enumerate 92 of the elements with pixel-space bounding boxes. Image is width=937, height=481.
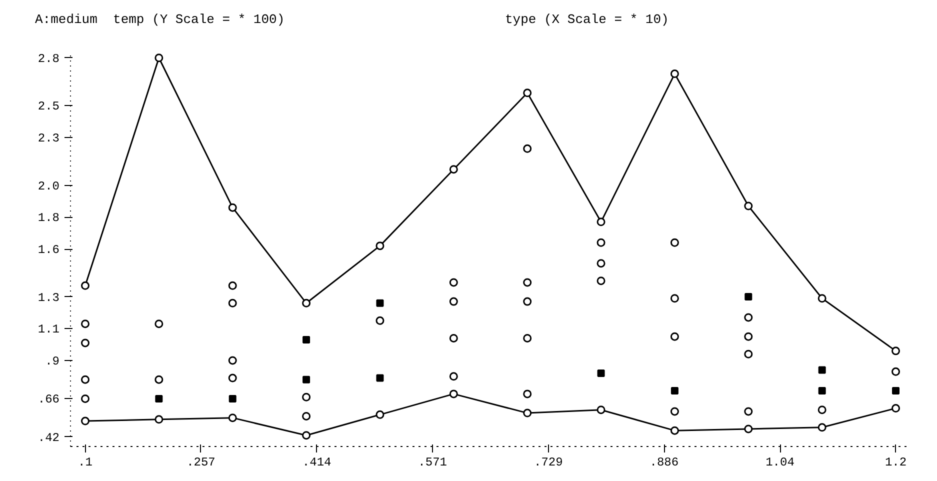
point	[523, 334, 532, 342]
point	[892, 346, 900, 356]
point	[670, 332, 679, 341]
y-tick-label: .66	[38, 392, 60, 407]
point	[818, 294, 826, 303]
point	[302, 336, 310, 344]
point	[228, 356, 237, 365]
point	[155, 394, 163, 402]
point	[302, 298, 311, 308]
point	[523, 278, 532, 287]
point	[744, 407, 753, 416]
point	[670, 387, 678, 395]
point	[80, 375, 90, 384]
point	[818, 387, 826, 395]
point	[744, 313, 753, 322]
y-tick-label: .9	[45, 354, 60, 368]
x-tick-label: .257	[186, 456, 216, 470]
point	[670, 70, 679, 78]
point	[302, 412, 311, 420]
y-axis-title: A:medium temp (Y Scale = * 100)	[35, 11, 285, 29]
point	[228, 298, 237, 308]
y-tick-label: 1.8	[38, 211, 60, 226]
point	[670, 426, 679, 435]
point	[818, 366, 826, 374]
point	[523, 88, 532, 98]
x-axis-title: type (X Scale = * 10)	[505, 11, 669, 29]
point	[80, 416, 90, 426]
point	[597, 369, 605, 377]
point	[376, 374, 384, 382]
point	[449, 372, 458, 381]
point	[744, 332, 753, 341]
point	[376, 316, 384, 325]
point	[892, 404, 900, 413]
point	[376, 410, 384, 419]
point	[523, 408, 532, 418]
point	[228, 394, 236, 402]
point	[670, 294, 679, 303]
point	[523, 390, 532, 398]
point	[302, 376, 310, 384]
point	[80, 281, 90, 290]
y-tick-label: 2.3	[38, 132, 60, 146]
point	[596, 238, 606, 247]
y-tick-label: .42	[38, 430, 60, 445]
point	[892, 367, 900, 376]
point	[744, 350, 753, 358]
x-tick-label: 1.2	[884, 456, 907, 470]
point	[449, 165, 458, 174]
x-tick-label: .571	[418, 456, 447, 470]
y-tick-label: 1.6	[38, 243, 60, 257]
point	[154, 320, 164, 328]
point	[818, 406, 826, 414]
point	[818, 423, 826, 432]
point	[228, 203, 237, 212]
point	[302, 392, 311, 402]
point	[670, 407, 679, 416]
y-tick-label: 2.5	[38, 100, 60, 114]
point	[596, 259, 606, 268]
y-tick-label: 1.1	[38, 322, 60, 337]
point	[449, 297, 458, 306]
point	[744, 293, 752, 301]
point	[523, 144, 532, 153]
x-tick-label: .414	[302, 456, 332, 470]
x-tick-label: .1	[78, 456, 92, 470]
point	[892, 387, 900, 395]
point	[376, 242, 384, 250]
point	[154, 415, 164, 424]
y-tick-label: 1.3	[38, 290, 60, 305]
point	[596, 218, 606, 226]
point	[228, 374, 237, 382]
x-tick-label: .729	[534, 456, 563, 470]
point	[228, 281, 237, 290]
point	[154, 375, 164, 384]
point	[744, 202, 753, 210]
y-tick-label: 2.8	[38, 52, 60, 66]
point	[154, 54, 164, 62]
point	[80, 320, 90, 328]
point	[228, 414, 237, 422]
point	[670, 238, 679, 247]
point	[449, 390, 458, 398]
point	[80, 338, 90, 348]
point	[523, 297, 532, 306]
point	[596, 276, 606, 286]
point	[376, 299, 384, 307]
point	[596, 406, 606, 414]
y-tick-label: 2.0	[38, 179, 60, 194]
point	[80, 394, 90, 403]
point	[302, 431, 311, 440]
x-tick-label: .886	[650, 456, 679, 470]
point	[449, 334, 458, 342]
point	[449, 278, 458, 287]
x-tick-label: 1.04	[766, 456, 794, 470]
point	[744, 424, 753, 434]
